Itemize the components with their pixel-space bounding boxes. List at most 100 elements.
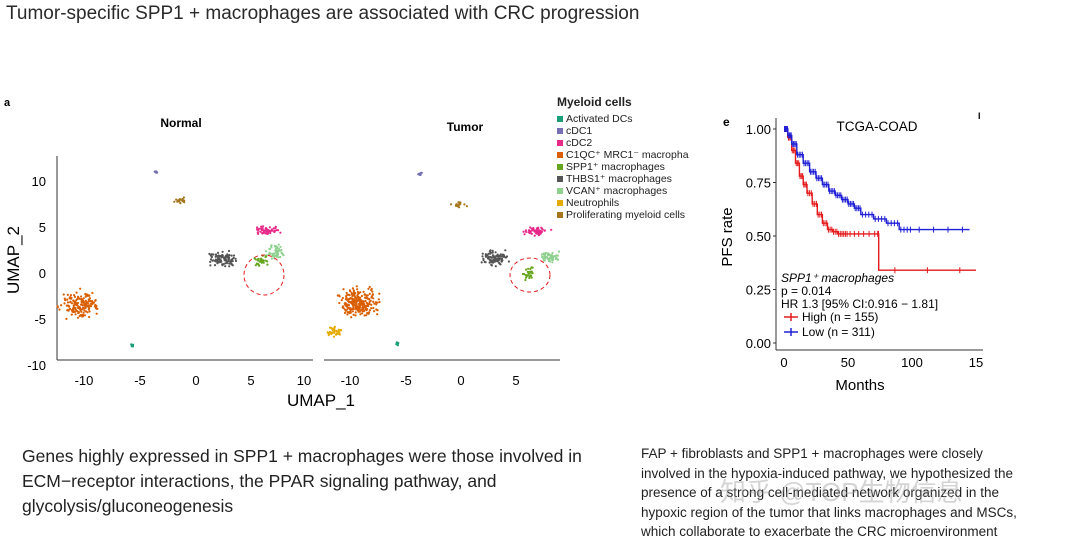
umap-point [62, 293, 65, 296]
umap-point [228, 265, 231, 268]
umap-point [348, 301, 351, 304]
umap-point [546, 256, 549, 260]
legend-item: VCAN⁺ macrophages [557, 185, 689, 197]
umap-point [529, 226, 532, 229]
umap-point [486, 256, 489, 259]
km-annotation-title: SPP1⁺ macrophages [781, 271, 894, 285]
umap-point [541, 255, 544, 259]
umap-point [220, 260, 223, 263]
umap-point [360, 309, 363, 312]
legend-swatch [557, 164, 563, 170]
umap-y-label: UMAP_2 [4, 226, 23, 294]
umap-point [274, 226, 277, 230]
umap-point [352, 298, 355, 301]
umap-point [84, 307, 87, 310]
umap-point [262, 259, 265, 262]
umap-point [80, 310, 83, 313]
legend-item: Proliferating myeloid cells [557, 209, 689, 221]
x-ticks-normal: -10 -5 0 5 10 [75, 373, 312, 388]
umap-point [530, 266, 533, 269]
umap-point [368, 302, 371, 306]
umap-point [522, 273, 526, 276]
umap-point [481, 255, 484, 258]
umap-point [209, 258, 213, 261]
umap-point [555, 254, 558, 257]
umap-point [256, 258, 259, 262]
umap-point [262, 261, 265, 264]
legend-swatch [557, 152, 563, 158]
legend-swatch [557, 200, 563, 206]
umap-point [364, 299, 367, 303]
umap-point [492, 254, 495, 257]
normal-title: Normal [160, 116, 201, 130]
km-x-label: Months [835, 377, 884, 394]
umap-point [260, 229, 263, 232]
umap-point [330, 327, 333, 330]
km-p-value: p = 0.014 [781, 284, 832, 298]
umap-point [531, 229, 534, 232]
umap-point [551, 261, 554, 264]
legend-label: Proliferating myeloid cells [566, 209, 686, 221]
umap-point [227, 256, 230, 259]
umap-point [266, 260, 269, 263]
umap-point [261, 227, 264, 230]
y-ticks: 10 5 0 -5 -10 [27, 174, 46, 373]
umap-point [547, 258, 551, 261]
umap-point [354, 314, 357, 317]
umap-point [549, 256, 552, 259]
umap-point [557, 250, 560, 253]
umap-point [463, 203, 466, 206]
umap-point [213, 264, 217, 267]
umap-point [536, 231, 539, 234]
umap-point [227, 249, 231, 253]
umap-point [73, 295, 77, 298]
umap-point [73, 310, 76, 313]
umap-point [372, 300, 375, 303]
umap-point [533, 230, 536, 233]
umap-point [354, 311, 357, 314]
umap-point [359, 296, 362, 299]
umap-point [525, 230, 528, 233]
umap-point [69, 301, 72, 304]
km-y-label: PFS rate [719, 207, 736, 266]
umap-point [216, 251, 220, 254]
umap-point [494, 257, 497, 260]
umap-point [377, 298, 380, 301]
x-tick: 5 [512, 373, 519, 388]
umap-x-label: UMAP_1 [287, 391, 355, 410]
umap-point [268, 226, 271, 229]
legend-swatch [557, 128, 563, 134]
umap-point [500, 257, 503, 260]
umap-normal-scatter [56, 170, 285, 348]
umap-point [328, 330, 331, 333]
umap-point [370, 303, 373, 306]
umap-point [84, 295, 87, 298]
umap-point [490, 256, 493, 259]
umap-point [153, 170, 156, 173]
umap-point [504, 256, 507, 259]
umap-point [178, 200, 181, 203]
umap-point [375, 303, 378, 306]
umap-point [332, 335, 336, 338]
umap-point [456, 205, 459, 208]
umap-point [271, 252, 274, 256]
umap-point [82, 300, 85, 303]
umap-point [92, 301, 96, 304]
umap-point [259, 230, 262, 233]
umap-point [465, 205, 468, 208]
umap-point [83, 314, 87, 317]
umap-point [70, 313, 73, 316]
umap-point [68, 297, 71, 300]
umap-point [269, 231, 272, 235]
umap-point [352, 308, 355, 311]
umap-point [504, 249, 507, 252]
umap-point [79, 314, 82, 317]
umap-point [355, 296, 358, 300]
umap-point [529, 275, 532, 278]
umap-point [280, 251, 283, 254]
umap-point [84, 305, 87, 308]
umap-point [87, 298, 90, 301]
umap-point [262, 229, 265, 232]
umap-point [533, 234, 536, 237]
slide-title: Tumor-specific SPP1 + macrophages are as… [6, 3, 640, 24]
